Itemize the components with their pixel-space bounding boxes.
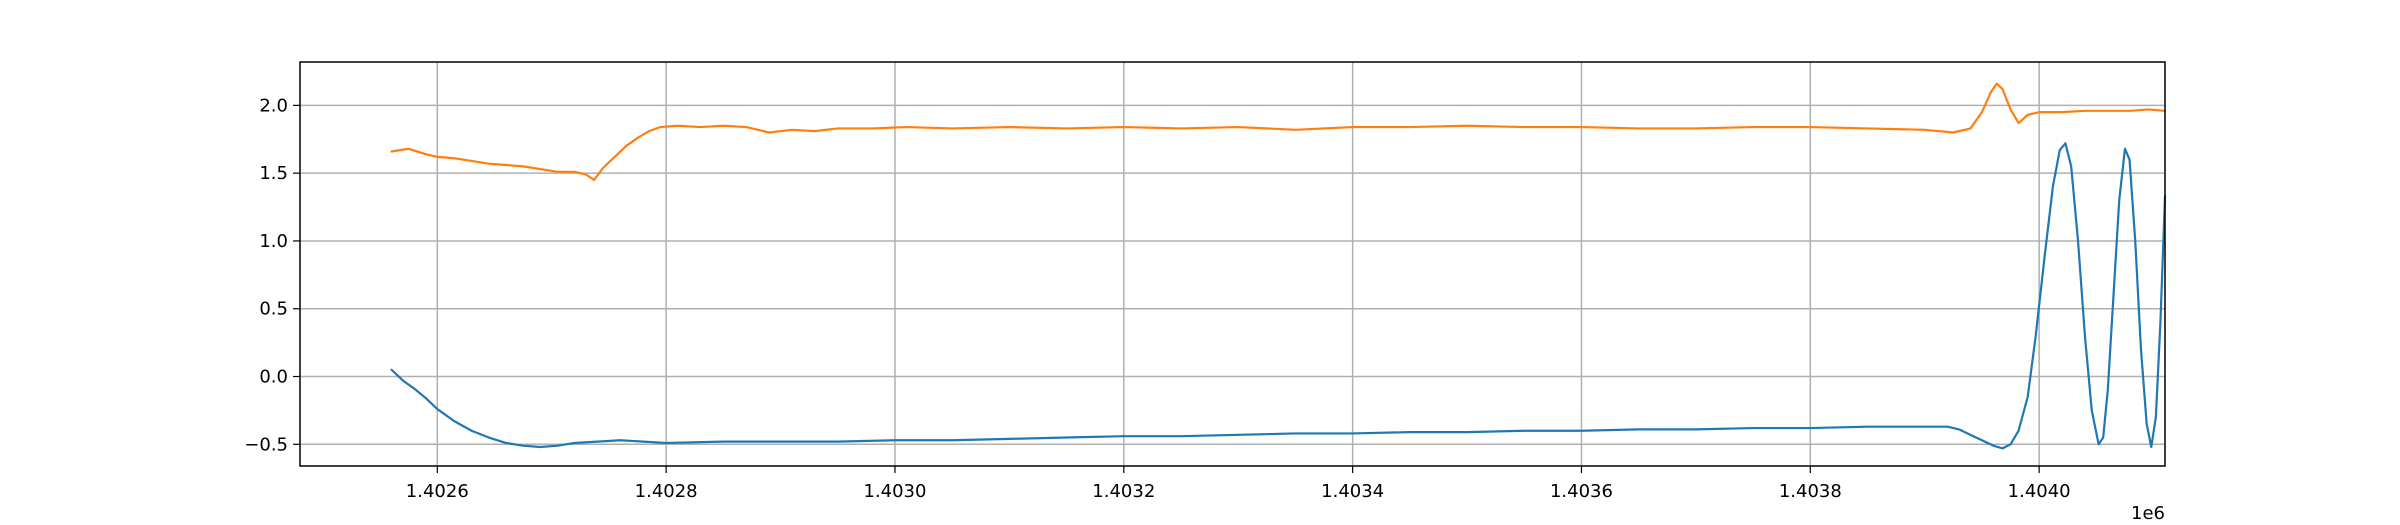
y-tick-label: 2.0: [259, 95, 288, 116]
x-tick-label: 1.4030: [863, 481, 926, 502]
x-tick-label: 1.4038: [1779, 481, 1842, 502]
series-line-2: [390, 82, 2167, 182]
tick-layer: 1.4026 1.4028 1.4030 1.4032 1.4034 1.4036 1.40…: [244, 95, 2070, 502]
y-tick-label: 0.0: [259, 367, 288, 388]
x-tick-label: 1.4040: [2008, 481, 2071, 502]
x-tick-label: 1.4034: [1321, 481, 1384, 502]
series-layer: [390, 82, 2167, 450]
y-tick-label: 1.0: [259, 231, 288, 252]
x-tick-label: 1.4026: [406, 481, 469, 502]
y-tick-label: −0.5: [244, 434, 288, 455]
grid-layer: [300, 62, 2165, 466]
x-tick-label: 1.4032: [1092, 481, 1155, 502]
y-tick-label: 0.5: [259, 299, 288, 320]
x-axis-offset-label: 1e6: [2131, 503, 2165, 524]
y-tick-label: 1.5: [259, 163, 288, 184]
x-tick-label: 1.4036: [1550, 481, 1613, 502]
series-line-1: [390, 142, 2167, 450]
x-tick-label: 1.4028: [635, 481, 698, 502]
plot-frame: [299, 61, 2166, 467]
